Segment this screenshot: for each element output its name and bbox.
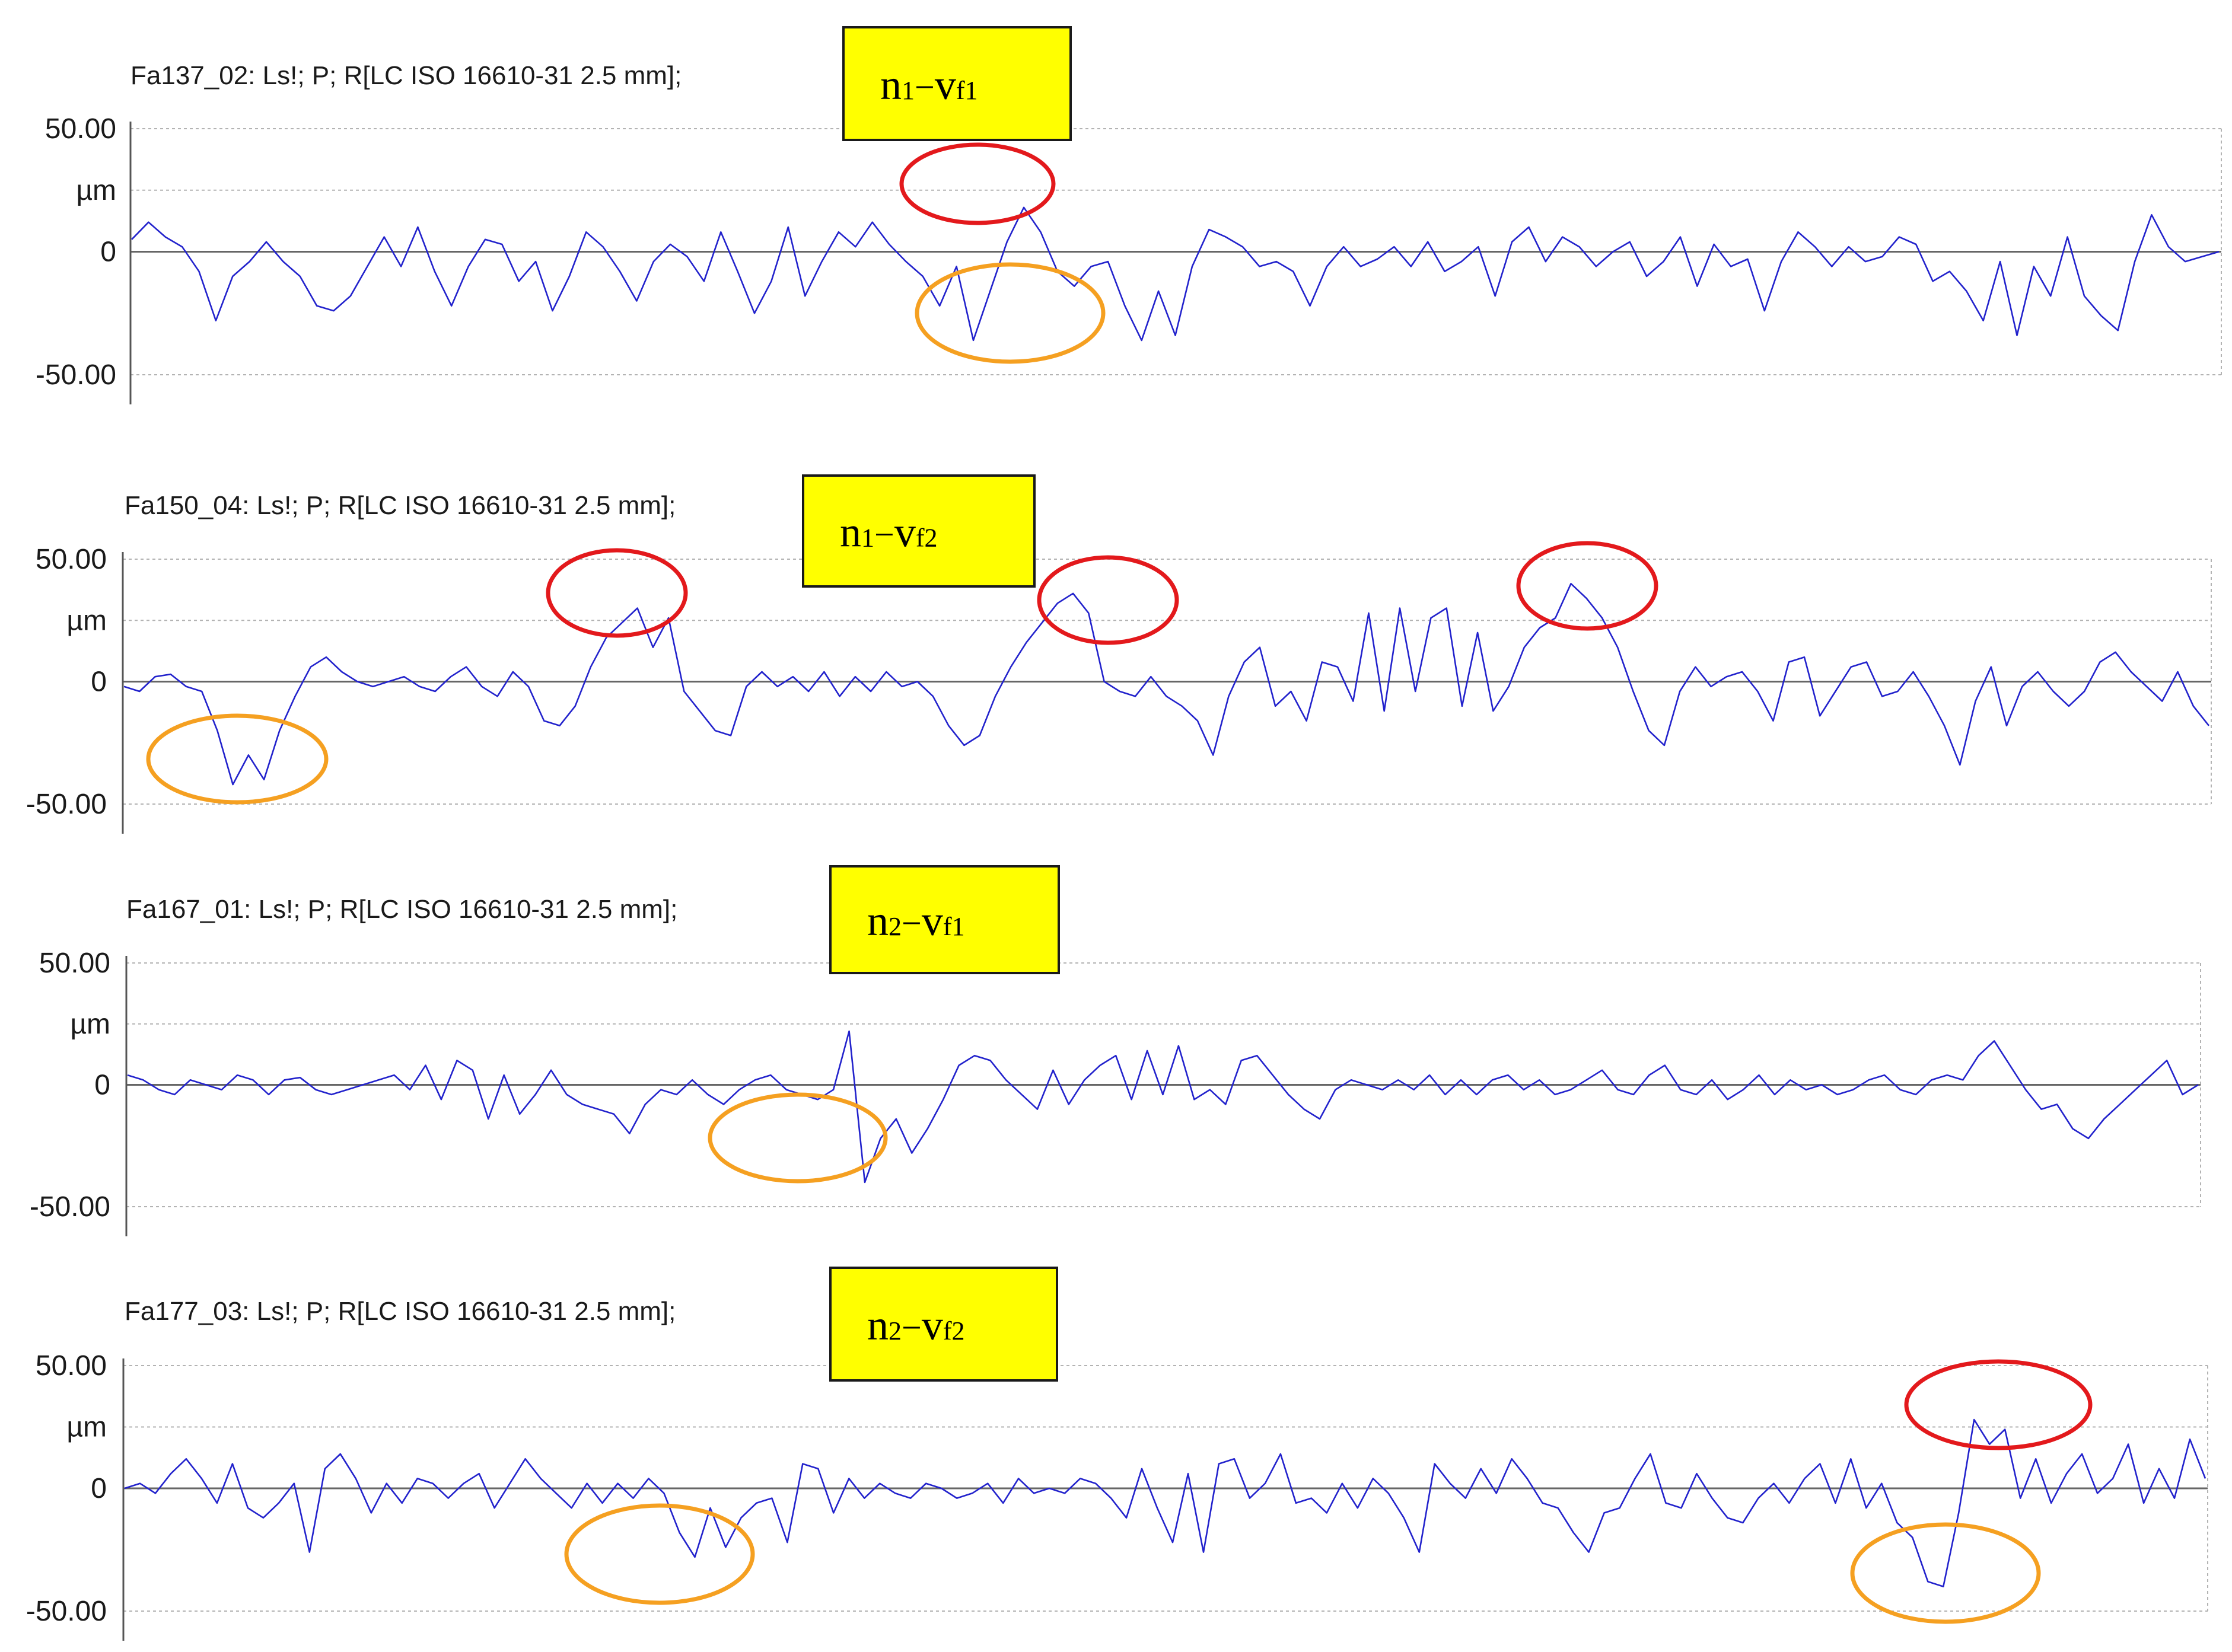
condition-label-v: v bbox=[922, 1302, 943, 1349]
condition-label-sub2: f2 bbox=[943, 1316, 965, 1345]
y-tick-label: 50.00 bbox=[39, 948, 110, 979]
condition-label-dash: − bbox=[915, 68, 935, 107]
y-tick-label: 50.00 bbox=[36, 544, 107, 575]
y-tick-label: -50.00 bbox=[36, 359, 116, 391]
condition-label-sub1: 2 bbox=[889, 1316, 902, 1345]
y-tick-label: 0 bbox=[100, 237, 116, 268]
condition-label: n1−vf2 bbox=[840, 509, 938, 556]
red-highlight-ellipse bbox=[1516, 541, 1658, 631]
y-tick-label: µm bbox=[66, 1412, 107, 1443]
condition-label-main: n bbox=[840, 509, 861, 556]
red-highlight-ellipse bbox=[1904, 1359, 2093, 1450]
profile-panel-4: 50.00 µm 0 -50.00 Fa177_03: Ls!; P; R[LC ISO… bbox=[26, 1267, 2208, 1641]
condition-label-box bbox=[802, 474, 1036, 588]
condition-label-sub2: f1 bbox=[956, 76, 978, 105]
profile-line bbox=[124, 1418, 2206, 1587]
profile-panel-2: 50.00 µm 0 -50.00 Fa150_04: Ls!; P; R[LC ISO… bbox=[26, 474, 2212, 834]
condition-label-v: v bbox=[935, 61, 956, 109]
condition-label-box bbox=[829, 865, 1060, 974]
condition-label-dash: − bbox=[902, 1308, 922, 1347]
orange-highlight-ellipse bbox=[1850, 1522, 2041, 1624]
y-tick-label: µm bbox=[76, 175, 116, 206]
profile-title: Fa177_03: Ls!; P; R[LC ISO 16610-31 2.5 … bbox=[125, 1297, 676, 1326]
profile-title: Fa167_01: Ls!; P; R[LC ISO 16610-31 2.5 … bbox=[126, 895, 677, 924]
red-highlight-ellipse bbox=[546, 548, 688, 638]
orange-highlight-ellipse bbox=[564, 1503, 755, 1605]
condition-label-box bbox=[842, 26, 1072, 141]
red-highlight-ellipse bbox=[1037, 555, 1179, 645]
condition-label-main: n bbox=[867, 1302, 889, 1349]
profile-line bbox=[127, 1030, 2199, 1184]
condition-label: n1−vf1 bbox=[880, 61, 978, 109]
orange-highlight-ellipse bbox=[915, 262, 1106, 364]
y-tick-label: 50.00 bbox=[36, 1350, 107, 1382]
profile-line bbox=[123, 582, 2210, 786]
condition-label-sub1: 2 bbox=[889, 912, 902, 941]
profile-title: Fa137_02: Ls!; P; R[LC ISO 16610-31 2.5 … bbox=[130, 61, 682, 90]
y-tick-label: 0 bbox=[94, 1070, 110, 1101]
condition-label-box bbox=[829, 1267, 1058, 1382]
condition-label-dash: − bbox=[874, 515, 894, 554]
y-tick-label: -50.00 bbox=[30, 1191, 110, 1223]
y-tick-label: 0 bbox=[91, 1473, 107, 1504]
profile-line bbox=[131, 206, 2220, 342]
profile-panel-3: 50.00 µm 0 -50.00 Fa167_01: Ls!; P; R[LC ISO… bbox=[30, 865, 2201, 1236]
y-tick-label: -50.00 bbox=[26, 789, 107, 820]
condition-label-sub1: 1 bbox=[861, 524, 874, 553]
condition-label: n2−vf2 bbox=[867, 1302, 965, 1349]
condition-label-sub2: f1 bbox=[943, 912, 965, 941]
condition-label-sub1: 1 bbox=[902, 76, 915, 105]
y-tick-label: µm bbox=[70, 1009, 110, 1040]
y-tick-label: -50.00 bbox=[26, 1596, 107, 1627]
orange-highlight-ellipse bbox=[708, 1092, 888, 1184]
condition-label-main: n bbox=[880, 61, 902, 109]
condition-label-v: v bbox=[922, 897, 943, 945]
condition-label-dash: − bbox=[902, 904, 922, 943]
y-tick-label: 0 bbox=[91, 666, 107, 698]
condition-label: n2−vf1 bbox=[867, 897, 965, 945]
red-highlight-ellipse bbox=[899, 142, 1056, 225]
y-tick-label: µm bbox=[66, 605, 107, 636]
condition-label-v: v bbox=[894, 509, 916, 556]
profile-title: Fa150_04: Ls!; P; R[LC ISO 16610-31 2.5 … bbox=[125, 491, 676, 520]
condition-label-main: n bbox=[867, 897, 889, 945]
y-tick-label: 50.00 bbox=[45, 113, 116, 145]
condition-label-sub2: f2 bbox=[916, 524, 938, 553]
profile-panel-1: 50.00 µm 0 -50.00 Fa137_02: Ls!; P; R[LC ISO… bbox=[36, 26, 2222, 404]
orange-highlight-ellipse bbox=[146, 713, 329, 805]
